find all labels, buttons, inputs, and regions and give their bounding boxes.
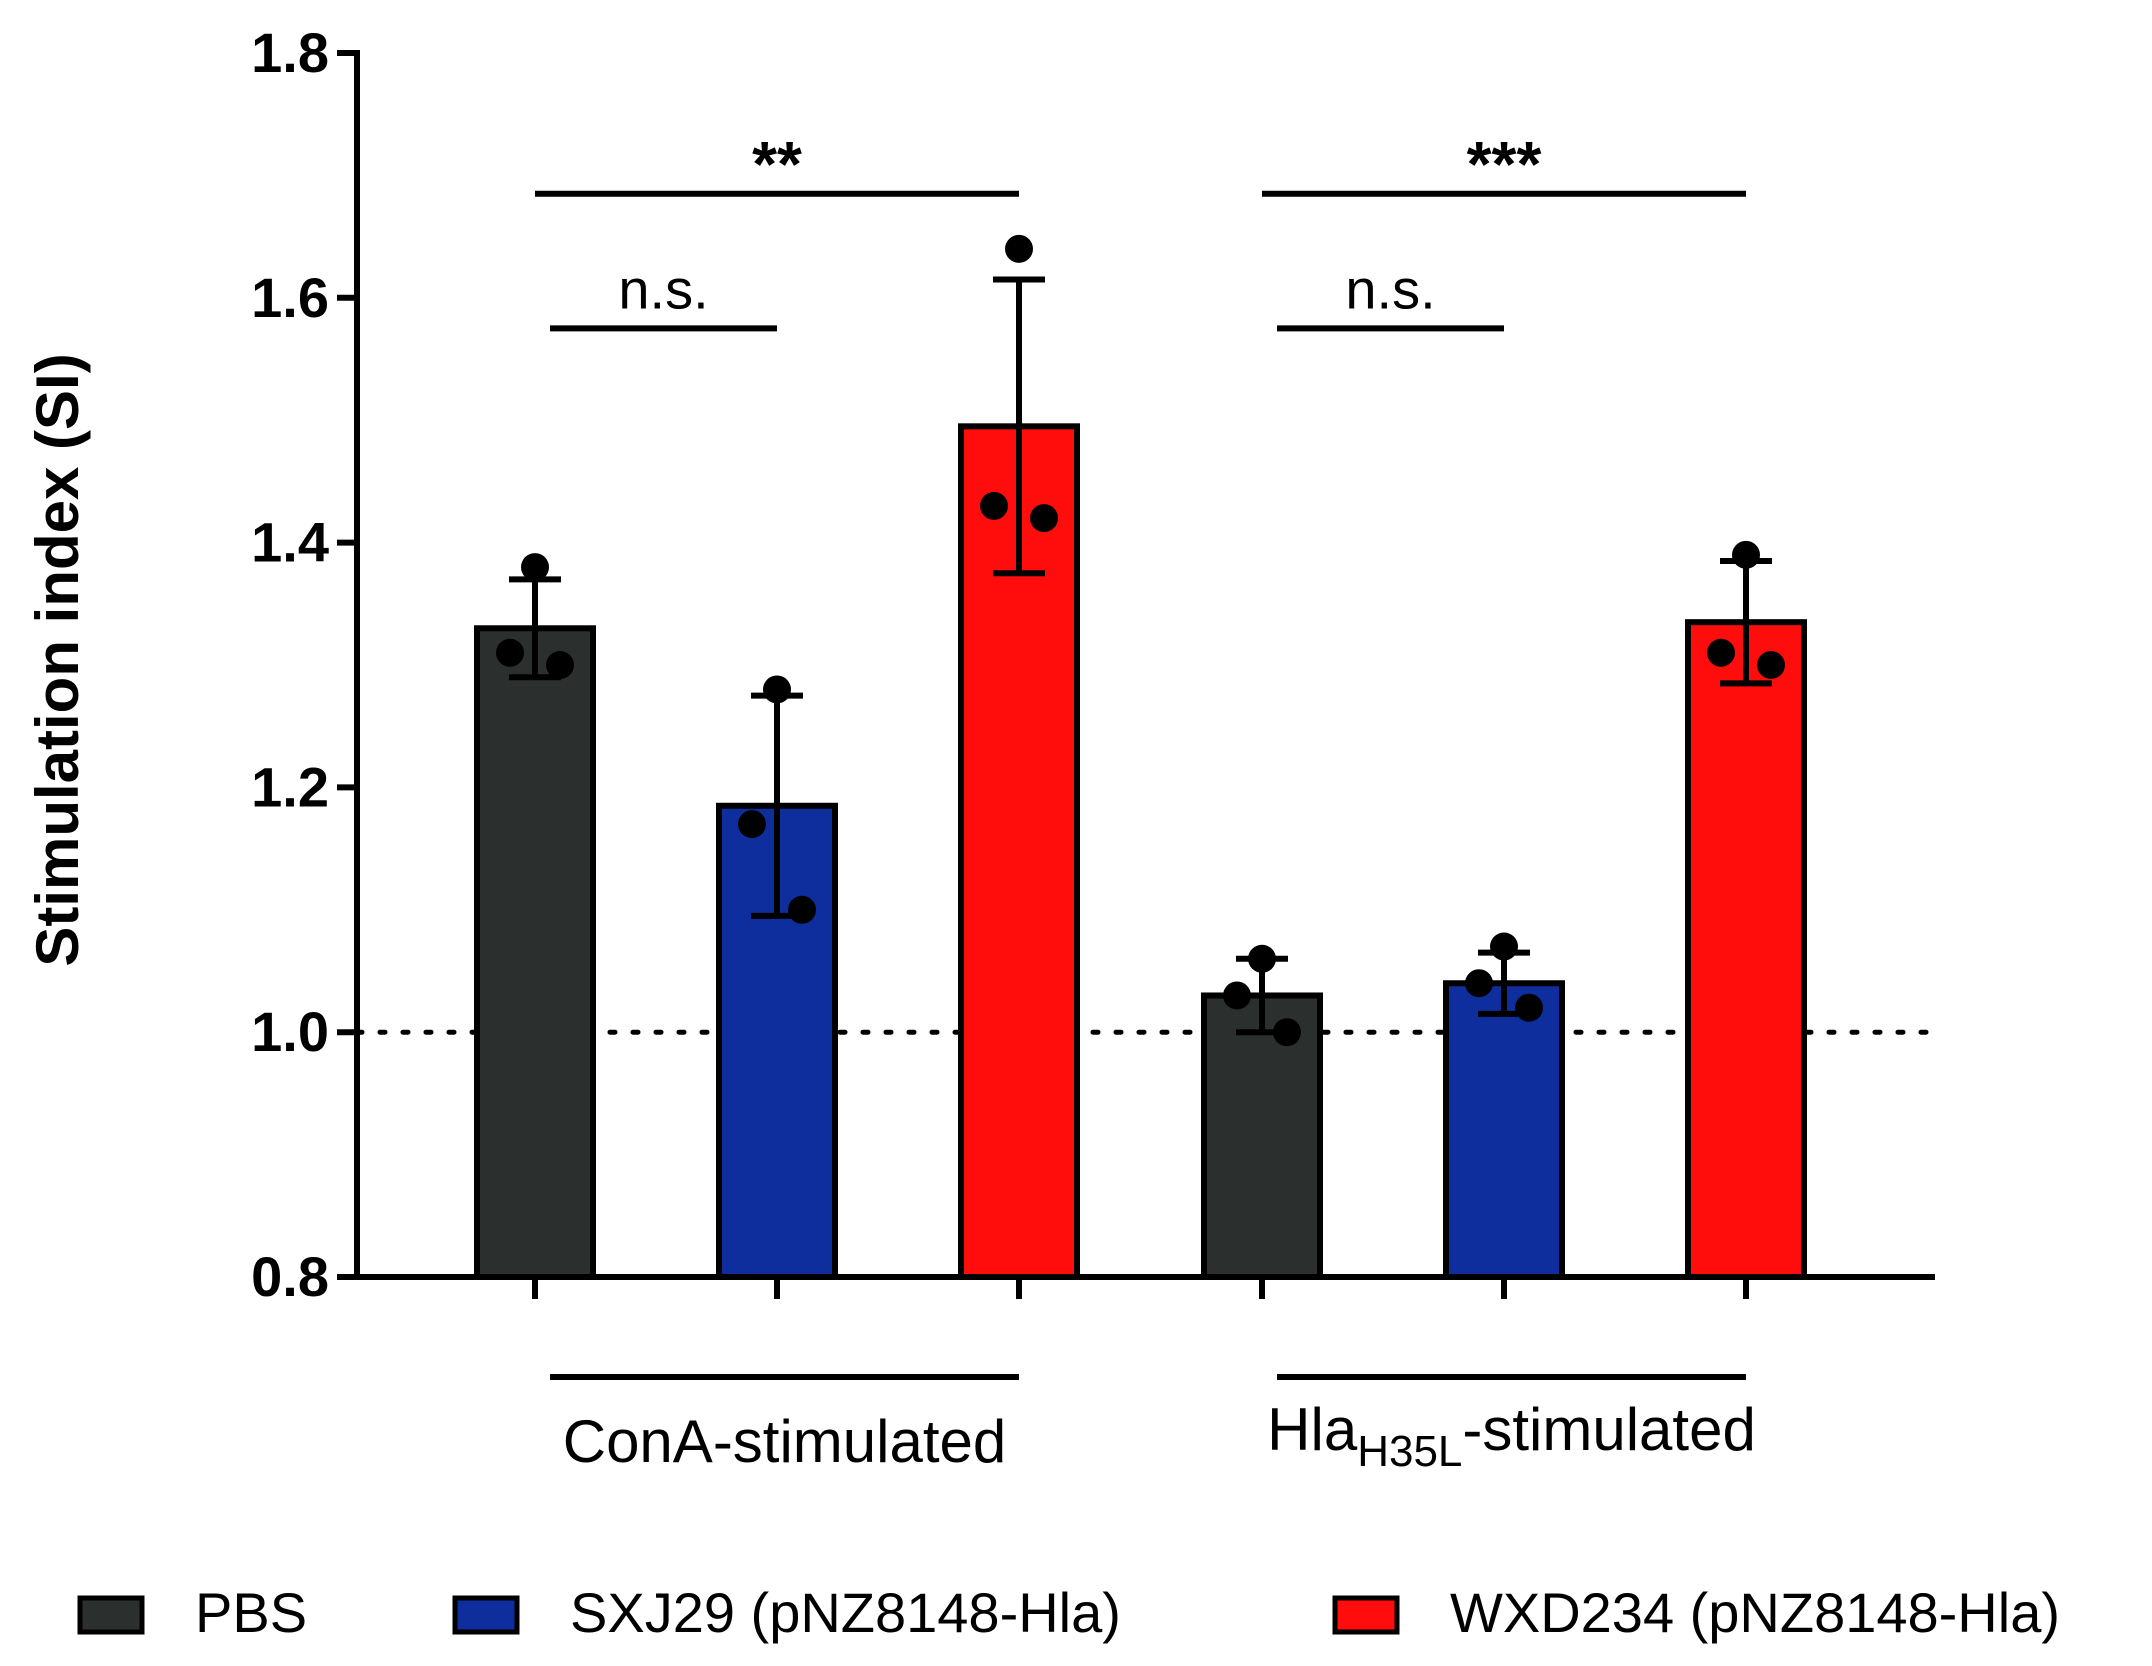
data-point (1707, 638, 1735, 667)
data-point (1273, 1018, 1301, 1047)
data-point (1490, 932, 1518, 961)
data-point (1248, 944, 1276, 973)
legend-label: SXJ29 (pNZ8148-Hla) (570, 1581, 1121, 1644)
bar (474, 625, 596, 1280)
y-tick-label: 1.8 (251, 21, 329, 84)
data-point (496, 638, 524, 667)
y-tick-label: 1.0 (251, 1000, 329, 1063)
data-point (1732, 540, 1760, 569)
data-point (1465, 969, 1493, 998)
group-label: HlaH35L-stimulated (1267, 1396, 1756, 1476)
data-point (738, 810, 766, 839)
legend-swatch (452, 1595, 520, 1635)
significance-label: n.s. (618, 257, 708, 320)
bar (1443, 980, 1565, 1280)
y-tick-label: 1.6 (251, 266, 329, 329)
significance-label: ** (752, 128, 802, 200)
y-tick-label: 1.4 (251, 511, 329, 574)
data-point (980, 491, 1008, 520)
data-point (546, 651, 574, 679)
legend-swatch (77, 1595, 145, 1635)
data-point (1757, 651, 1785, 679)
y-tick-label: 1.2 (251, 755, 329, 818)
group-label: ConA-stimulated (563, 1408, 1007, 1475)
data-point (1005, 234, 1033, 263)
legend-swatch (1332, 1595, 1400, 1635)
legend-label: PBS (195, 1581, 307, 1644)
data-point (1223, 981, 1251, 1010)
legend-label: WXD234 (pNZ8148-Hla) (1450, 1581, 2060, 1644)
y-axis-label: Stimulation index (SI) (24, 353, 91, 966)
data-point (788, 895, 816, 924)
significance-label: n.s. (1345, 257, 1435, 320)
data-point (1515, 993, 1543, 1022)
significance-label: *** (1467, 128, 1542, 200)
y-tick-label: 0.8 (251, 1245, 329, 1308)
bar (1685, 619, 1807, 1280)
data-point (521, 553, 549, 582)
data-point (763, 675, 791, 704)
data-point (1030, 504, 1058, 533)
bar (1201, 992, 1323, 1280)
